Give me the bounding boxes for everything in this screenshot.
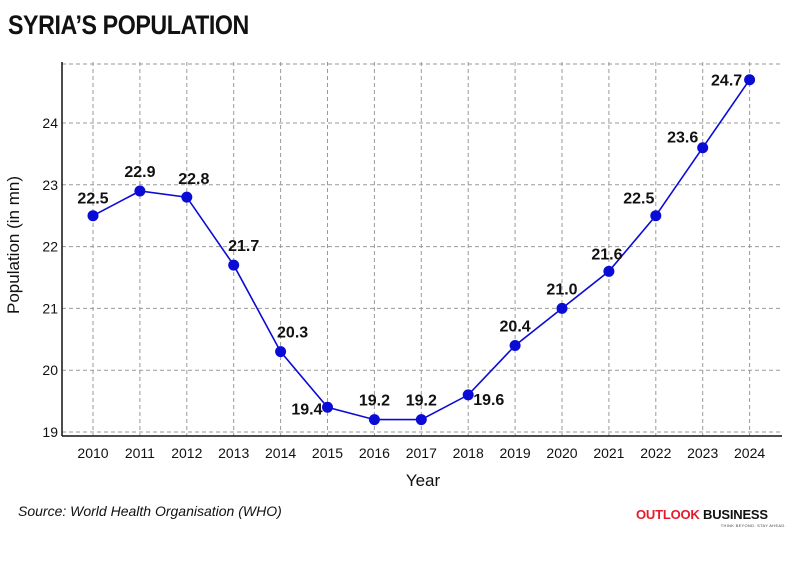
data-point [87, 210, 99, 222]
y-axis-title: Population (in mn) [4, 176, 23, 314]
brand-name: OUTLOOK BUSINESS [636, 507, 786, 522]
data-label: 21.7 [228, 238, 259, 255]
data-labels: 22.5 22.9 22.8 21.7 20.3 19.4 19.2 19.2 19.6 20.4… [77, 73, 742, 419]
data-point [650, 210, 662, 222]
data-label: 24.7 [711, 73, 742, 90]
source-note: Source: World Health Organisation (WHO) [18, 503, 282, 519]
data-point [134, 185, 146, 197]
series-line [92, 79, 751, 421]
data-point [415, 414, 427, 426]
x-tick-label: 2024 [734, 445, 765, 461]
x-tick-label: 2014 [265, 445, 296, 461]
data-label: 20.3 [277, 325, 308, 342]
brand-name-part2: BUSINESS [703, 507, 768, 522]
data-label: 20.4 [500, 318, 531, 335]
y-tick-label: 24 [42, 115, 58, 131]
x-tick-label: 2016 [359, 445, 390, 461]
data-point [556, 302, 568, 314]
y-tick-label: 23 [42, 177, 58, 193]
data-point [228, 259, 240, 271]
y-tick-label: 22 [42, 239, 58, 255]
data-point [603, 265, 615, 277]
data-point [322, 401, 333, 413]
x-tick-label: 2013 [218, 445, 249, 461]
x-tick-label: 2023 [687, 445, 718, 461]
x-tick-label: 2010 [77, 445, 108, 461]
data-label: 21.0 [546, 281, 577, 298]
data-point [462, 389, 474, 401]
y-tick-label: 21 [42, 300, 58, 316]
x-tick-label: 2012 [171, 445, 202, 461]
grid [62, 62, 782, 436]
brand-logo: OUTLOOK BUSINESS THINK BEYOND. STAY AHEA… [636, 507, 786, 528]
data-point [181, 191, 193, 203]
chart-title: SYRIA’S POPULATION [8, 10, 249, 40]
data-label: 22.5 [623, 191, 654, 208]
data-point [368, 414, 380, 426]
data-label: 22.9 [124, 164, 155, 181]
x-tick-label: 2017 [406, 445, 437, 461]
data-label: 22.5 [77, 191, 108, 208]
data-label: 19.4 [291, 401, 322, 418]
x-tick-label: 2015 [312, 445, 343, 461]
data-point [509, 339, 521, 351]
data-points [87, 74, 756, 426]
brand-tagline: THINK BEYOND. STAY AHEAD. [720, 523, 786, 528]
x-tick-label: 2011 [125, 445, 155, 461]
data-label: 19.2 [406, 393, 437, 410]
y-tick-label: 20 [42, 362, 58, 378]
x-tick-label: 2021 [593, 445, 624, 461]
y-tick-label: 19 [42, 424, 58, 440]
x-tick-label: 2020 [546, 445, 577, 461]
data-label: 19.2 [359, 393, 390, 410]
brand-name-part1: OUTLOOK [636, 507, 700, 522]
data-point [744, 74, 756, 86]
x-tick-label: 2022 [640, 445, 671, 461]
data-point [275, 346, 287, 358]
x-axis-title: Year [406, 471, 441, 490]
x-axis-ticks: 2010 2011 2012 2013 2014 2015 2016 2017 2018 2019… [77, 445, 765, 461]
data-label: 23.6 [667, 130, 698, 147]
x-tick-label: 2018 [453, 445, 484, 461]
data-point [697, 142, 709, 154]
y-axis-ticks: 19 20 21 22 23 24 [42, 115, 58, 440]
data-label: 21.6 [591, 246, 622, 263]
axes [61, 62, 782, 437]
data-label: 22.8 [178, 171, 209, 188]
data-label: 19.6 [473, 392, 504, 409]
x-tick-label: 2019 [500, 445, 531, 461]
